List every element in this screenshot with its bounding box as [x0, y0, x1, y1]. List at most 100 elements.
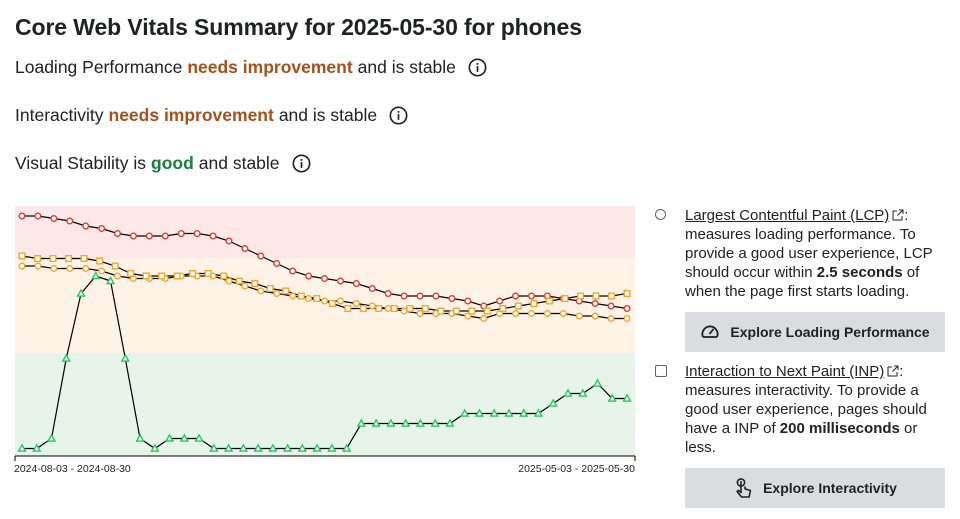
data-point — [352, 299, 360, 307]
data-point — [460, 408, 470, 417]
data-point — [386, 418, 396, 427]
info-circle-icon[interactable] — [292, 154, 311, 173]
trend-chart: 2024-08-03 - 2024-08-30 2025-05-03 - 2025… — [14, 206, 636, 475]
data-point — [204, 269, 212, 277]
data-point — [193, 230, 201, 238]
data-point — [283, 443, 293, 452]
inp-description: Interaction to Next Paint (INP): measure… — [685, 362, 950, 457]
data-point — [209, 232, 217, 240]
lcp-description: Largest Contentful Paint (LCP): measures… — [685, 206, 950, 301]
status-loading-performance: Loading Performance needs improvement an… — [15, 57, 487, 78]
data-point — [120, 353, 130, 362]
data-point — [34, 262, 42, 270]
data-point — [253, 443, 263, 452]
data-point — [257, 287, 265, 295]
lcp-desc-a: : measures loading performance. To provi… — [685, 207, 933, 281]
data-point — [127, 269, 135, 277]
data-point — [512, 309, 520, 317]
data-point — [321, 274, 329, 282]
data-point — [313, 294, 321, 302]
data-point — [305, 272, 313, 280]
data-point — [257, 252, 265, 260]
data-point — [194, 433, 204, 442]
inp-checkbox[interactable] — [655, 365, 667, 377]
data-point — [111, 262, 119, 270]
data-point — [220, 272, 228, 280]
explore-interactivity-button[interactable]: Explore Interactivity — [685, 468, 945, 508]
status-rating: needs improvement — [187, 57, 353, 77]
data-point — [342, 443, 352, 452]
data-point — [76, 288, 86, 297]
data-point — [238, 443, 248, 452]
data-point — [406, 304, 414, 312]
data-point — [91, 270, 101, 280]
data-point — [607, 302, 615, 310]
band-poor — [15, 206, 635, 259]
data-point — [161, 232, 169, 240]
data-point — [400, 307, 408, 315]
external-link-icon — [892, 209, 904, 221]
data-point — [576, 292, 584, 300]
data-point — [519, 408, 529, 417]
data-point — [480, 302, 488, 310]
info-circle-icon[interactable] — [389, 106, 408, 125]
data-point — [61, 353, 71, 362]
data-point — [533, 408, 544, 417]
data-point — [448, 294, 456, 302]
data-point — [268, 443, 278, 452]
data-point — [563, 388, 573, 397]
data-point — [432, 292, 440, 300]
lcp-link[interactable]: Largest Contentful Paint (LCP) — [685, 207, 890, 224]
info-circle-icon[interactable] — [468, 58, 487, 77]
data-point — [527, 309, 535, 317]
explore-loading-performance-button[interactable]: Explore Loading Performance — [685, 312, 945, 352]
data-point — [336, 277, 344, 285]
data-point — [545, 297, 553, 305]
page-title: Core Web Vitals Summary for 2025-05-30 f… — [15, 14, 582, 40]
lcp-radio[interactable] — [655, 209, 666, 220]
data-point — [98, 267, 106, 275]
data-point — [17, 443, 27, 452]
data-point — [543, 309, 551, 317]
data-point — [530, 299, 538, 307]
speedometer-icon — [701, 325, 719, 338]
data-point — [623, 289, 631, 297]
data-point — [173, 272, 181, 280]
data-point — [468, 307, 476, 315]
data-point — [142, 272, 150, 280]
inp-desc-a: : measures interactivity. To provide a g… — [685, 363, 927, 437]
data-point — [289, 292, 297, 300]
status-label: Visual Stability is — [15, 153, 146, 173]
explore-interactivity-label: Explore Interactivity — [763, 480, 897, 496]
data-point — [480, 314, 488, 322]
data-point — [105, 275, 116, 285]
data-point — [575, 312, 583, 320]
data-point — [430, 418, 440, 427]
data-point — [150, 443, 160, 452]
data-point — [66, 217, 74, 225]
data-point — [251, 279, 259, 287]
data-point — [114, 272, 122, 280]
data-point — [622, 393, 632, 402]
data-point — [368, 302, 376, 310]
data-point — [98, 225, 106, 233]
data-point — [607, 314, 615, 322]
data-point — [400, 292, 408, 300]
data-point — [483, 307, 491, 315]
data-point — [384, 289, 392, 297]
data-point — [189, 269, 197, 277]
data-point — [241, 245, 249, 253]
data-point — [32, 443, 42, 452]
inp-link[interactable]: Interaction to Next Paint (INP) — [685, 363, 885, 380]
data-point — [305, 294, 313, 302]
explore-loading-label: Explore Loading Performance — [730, 324, 930, 340]
tap-hand-icon — [736, 478, 752, 498]
data-point — [527, 292, 535, 300]
data-point — [135, 433, 145, 442]
data-point — [336, 297, 344, 305]
data-point — [179, 433, 189, 442]
data-point — [225, 277, 233, 285]
data-point — [496, 297, 504, 305]
data-point — [18, 212, 26, 220]
data-point — [548, 398, 558, 407]
